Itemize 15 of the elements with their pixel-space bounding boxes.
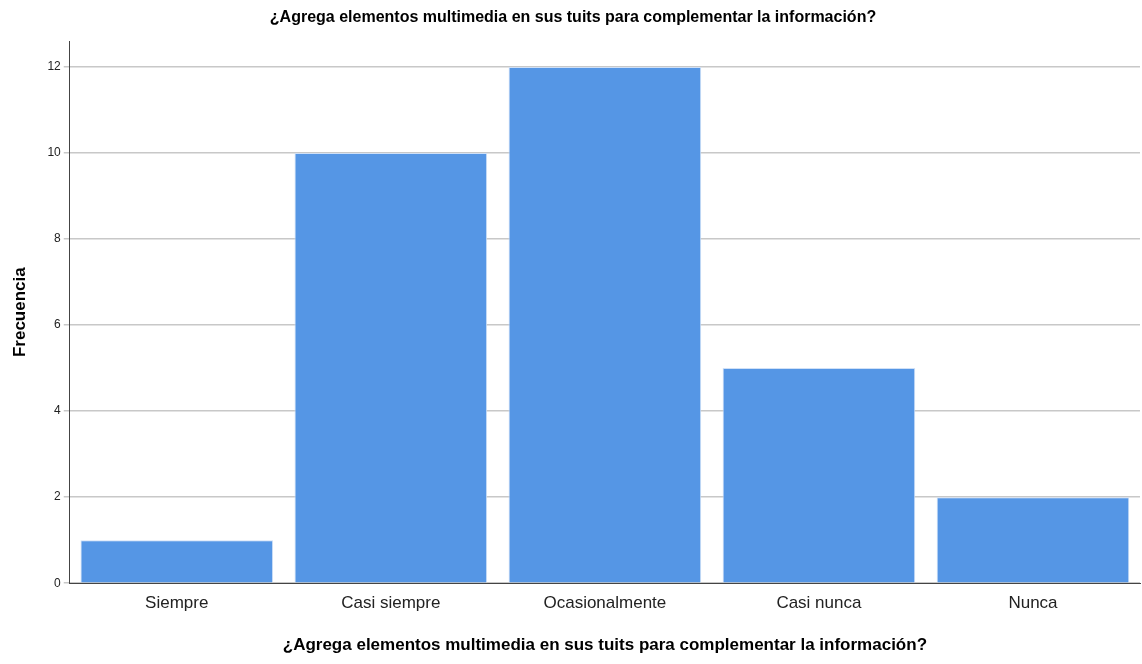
y-tick-label: 0 bbox=[54, 575, 62, 590]
y-tick-label: 8 bbox=[54, 231, 62, 246]
y-tick-label: 12 bbox=[47, 59, 62, 74]
y-tick-label: 4 bbox=[54, 403, 62, 418]
y-tick-label: 2 bbox=[54, 489, 62, 504]
chart-title: ¿Agrega elementos multimedia en sus tuits para complementar la información? bbox=[269, 8, 877, 26]
x-tick-label: Casi nunca bbox=[776, 593, 862, 613]
x-tick-label: Siempre bbox=[145, 593, 209, 613]
x-axis-title: ¿Agrega elementos multimedia en sus tuits para complementar la información? bbox=[282, 635, 928, 655]
x-tick-label: Ocasionalmente bbox=[543, 593, 667, 613]
y-axis-title: Frecuencia bbox=[9, 266, 29, 358]
x-tick-label: Nunca bbox=[1008, 593, 1059, 613]
y-tick-label: 10 bbox=[47, 145, 62, 160]
x-tick-label: Casi siempre bbox=[341, 593, 441, 613]
y-tick-label: 6 bbox=[54, 317, 62, 332]
